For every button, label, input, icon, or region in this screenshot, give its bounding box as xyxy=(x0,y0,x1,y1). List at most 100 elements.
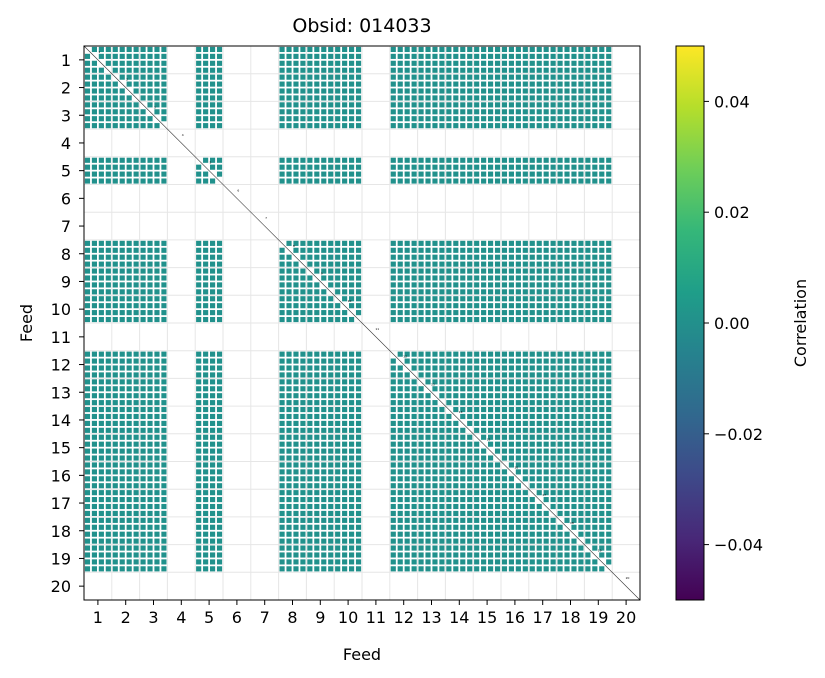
heatmap-cell-9-3 xyxy=(140,268,167,295)
heatmap-cell-14-16 xyxy=(501,407,528,433)
heatmap-cell-15-17 xyxy=(529,434,556,461)
y-tick-label: 7 xyxy=(61,217,71,236)
heatmap-cell-18-14 xyxy=(446,517,473,544)
x-tick-label: 3 xyxy=(148,608,158,627)
heatmap-cell-1-14 xyxy=(446,46,473,73)
heatmap-cell-3-19 xyxy=(585,102,612,129)
heatmap-cell-5-5 xyxy=(196,157,223,184)
x-tick-label: 8 xyxy=(287,608,297,627)
heatmap-cell-2-13 xyxy=(418,74,445,101)
heatmap-cell-18-19 xyxy=(585,517,612,544)
x-tick-label: 7 xyxy=(260,608,270,627)
heatmap-cell-16-12 xyxy=(390,462,417,489)
y-axis-label: Feed xyxy=(17,304,36,342)
heatmap-cell-19-18 xyxy=(557,545,584,572)
y-tick-label: 13 xyxy=(51,383,71,402)
heatmap-cell-13-15 xyxy=(474,379,501,406)
x-tick-label: 2 xyxy=(121,608,131,627)
heatmap-cell-18-17 xyxy=(529,517,556,544)
heatmap-cell-8-1 xyxy=(84,240,111,267)
y-tick-label: 4 xyxy=(61,134,71,153)
heatmap-cell-18-18 xyxy=(557,517,584,544)
x-tick-label: 20 xyxy=(616,608,636,627)
heatmap-cell-5-18 xyxy=(557,157,584,184)
heatmap-cell-12-16 xyxy=(501,351,528,378)
heatmap-cell-12-10 xyxy=(335,351,362,378)
heatmap-cell-9-14 xyxy=(446,268,473,295)
y-tick-label: 2 xyxy=(61,79,71,98)
heatmap-cell-14-3 xyxy=(140,407,167,433)
heatmap-cell-12-2 xyxy=(112,351,139,378)
heatmap-cell-16-13 xyxy=(418,462,445,489)
heatmap-cell-15-19 xyxy=(585,434,612,461)
heatmap-cell-17-13 xyxy=(418,490,445,516)
heatmap-cell-1-5 xyxy=(196,46,223,73)
heatmap-cell-14-1 xyxy=(84,407,111,433)
y-tick-label: 8 xyxy=(61,245,71,264)
heatmap-cell-15-15 xyxy=(474,434,501,461)
heatmap-cell-3-1 xyxy=(84,102,111,129)
heatmap-cell-15-13 xyxy=(418,434,445,461)
heatmap-cell-19-9 xyxy=(307,545,334,572)
heatmap-cell-2-18 xyxy=(557,74,584,101)
heatmap-cell-10-19 xyxy=(585,296,612,323)
heatmap-cell-8-14 xyxy=(446,240,473,267)
y-tick-label: 11 xyxy=(51,328,71,347)
y-tick-label: 19 xyxy=(51,549,71,568)
heatmap-cell-2-10 xyxy=(335,74,362,101)
heatmap-cell-10-10 xyxy=(335,296,362,323)
heatmap-cell-15-8 xyxy=(279,434,306,461)
heatmap-cell-3-13 xyxy=(418,102,445,129)
heatmap-cell-3-2 xyxy=(112,102,139,129)
y-tick-label: 3 xyxy=(61,106,71,125)
heatmap-cell-10-12 xyxy=(390,296,417,323)
heatmap-cell-14-19 xyxy=(585,407,612,433)
x-tick-label: 16 xyxy=(505,608,525,627)
diagonal-label: 5 xyxy=(210,161,212,165)
heatmap-cell-13-9 xyxy=(307,379,334,406)
heatmap-cell-15-3 xyxy=(140,434,167,461)
heatmap-cell-14-17 xyxy=(529,407,556,433)
heatmap-cell-1-10 xyxy=(335,46,362,73)
heatmap-cell-17-15 xyxy=(474,490,501,516)
heatmap-cell-12-15 xyxy=(474,351,501,378)
heatmap-cell-10-9 xyxy=(307,296,334,323)
x-tick-label: 10 xyxy=(338,608,358,627)
heatmap-cell-14-14 xyxy=(446,407,473,433)
heatmap-cell-12-5 xyxy=(196,351,223,378)
y-tick-label: 10 xyxy=(51,300,71,319)
heatmap-cell-5-19 xyxy=(585,157,612,184)
x-tick-label: 11 xyxy=(366,608,386,627)
heatmap-cell-10-2 xyxy=(112,296,139,323)
heatmap-cell-18-8 xyxy=(279,517,306,544)
heatmap-cell-19-14 xyxy=(446,545,473,572)
diagonal-label: 2 xyxy=(126,78,128,82)
heatmap-cell-3-14 xyxy=(446,102,473,129)
heatmap-cell-14-9 xyxy=(307,407,334,433)
heatmap-cell-10-15 xyxy=(474,296,501,323)
x-axis-label: Feed xyxy=(343,645,381,664)
diagonal-label: 11 xyxy=(375,327,379,331)
heatmap-cell-9-1 xyxy=(84,268,111,295)
heatmap-cell-16-18 xyxy=(557,462,584,489)
heatmap-cell-17-3 xyxy=(140,490,167,516)
heatmap-cell-19-5 xyxy=(196,545,223,572)
heatmap-cell-16-5 xyxy=(196,462,223,489)
heatmap-cell-13-3 xyxy=(140,379,167,406)
heatmap-cell-18-9 xyxy=(307,517,334,544)
heatmap-cell-17-14 xyxy=(446,490,473,516)
x-tick-label: 15 xyxy=(477,608,497,627)
heatmap-cell-8-17 xyxy=(529,240,556,267)
heatmap-cell-5-13 xyxy=(418,157,445,184)
y-tick-label: 18 xyxy=(51,522,71,541)
heatmap-cell-8-2 xyxy=(112,240,139,267)
colorbar-tick-label: 0.04 xyxy=(714,92,750,111)
x-tick-label: 4 xyxy=(176,608,186,627)
heatmap-cell-15-16 xyxy=(501,434,528,461)
heatmap-cell-9-13 xyxy=(418,268,445,295)
diagonal-label: 6 xyxy=(237,188,239,192)
heatmap-cell-1-3 xyxy=(140,46,167,73)
x-tick-label: 14 xyxy=(449,608,469,627)
heatmap-cell-9-5 xyxy=(196,268,223,295)
